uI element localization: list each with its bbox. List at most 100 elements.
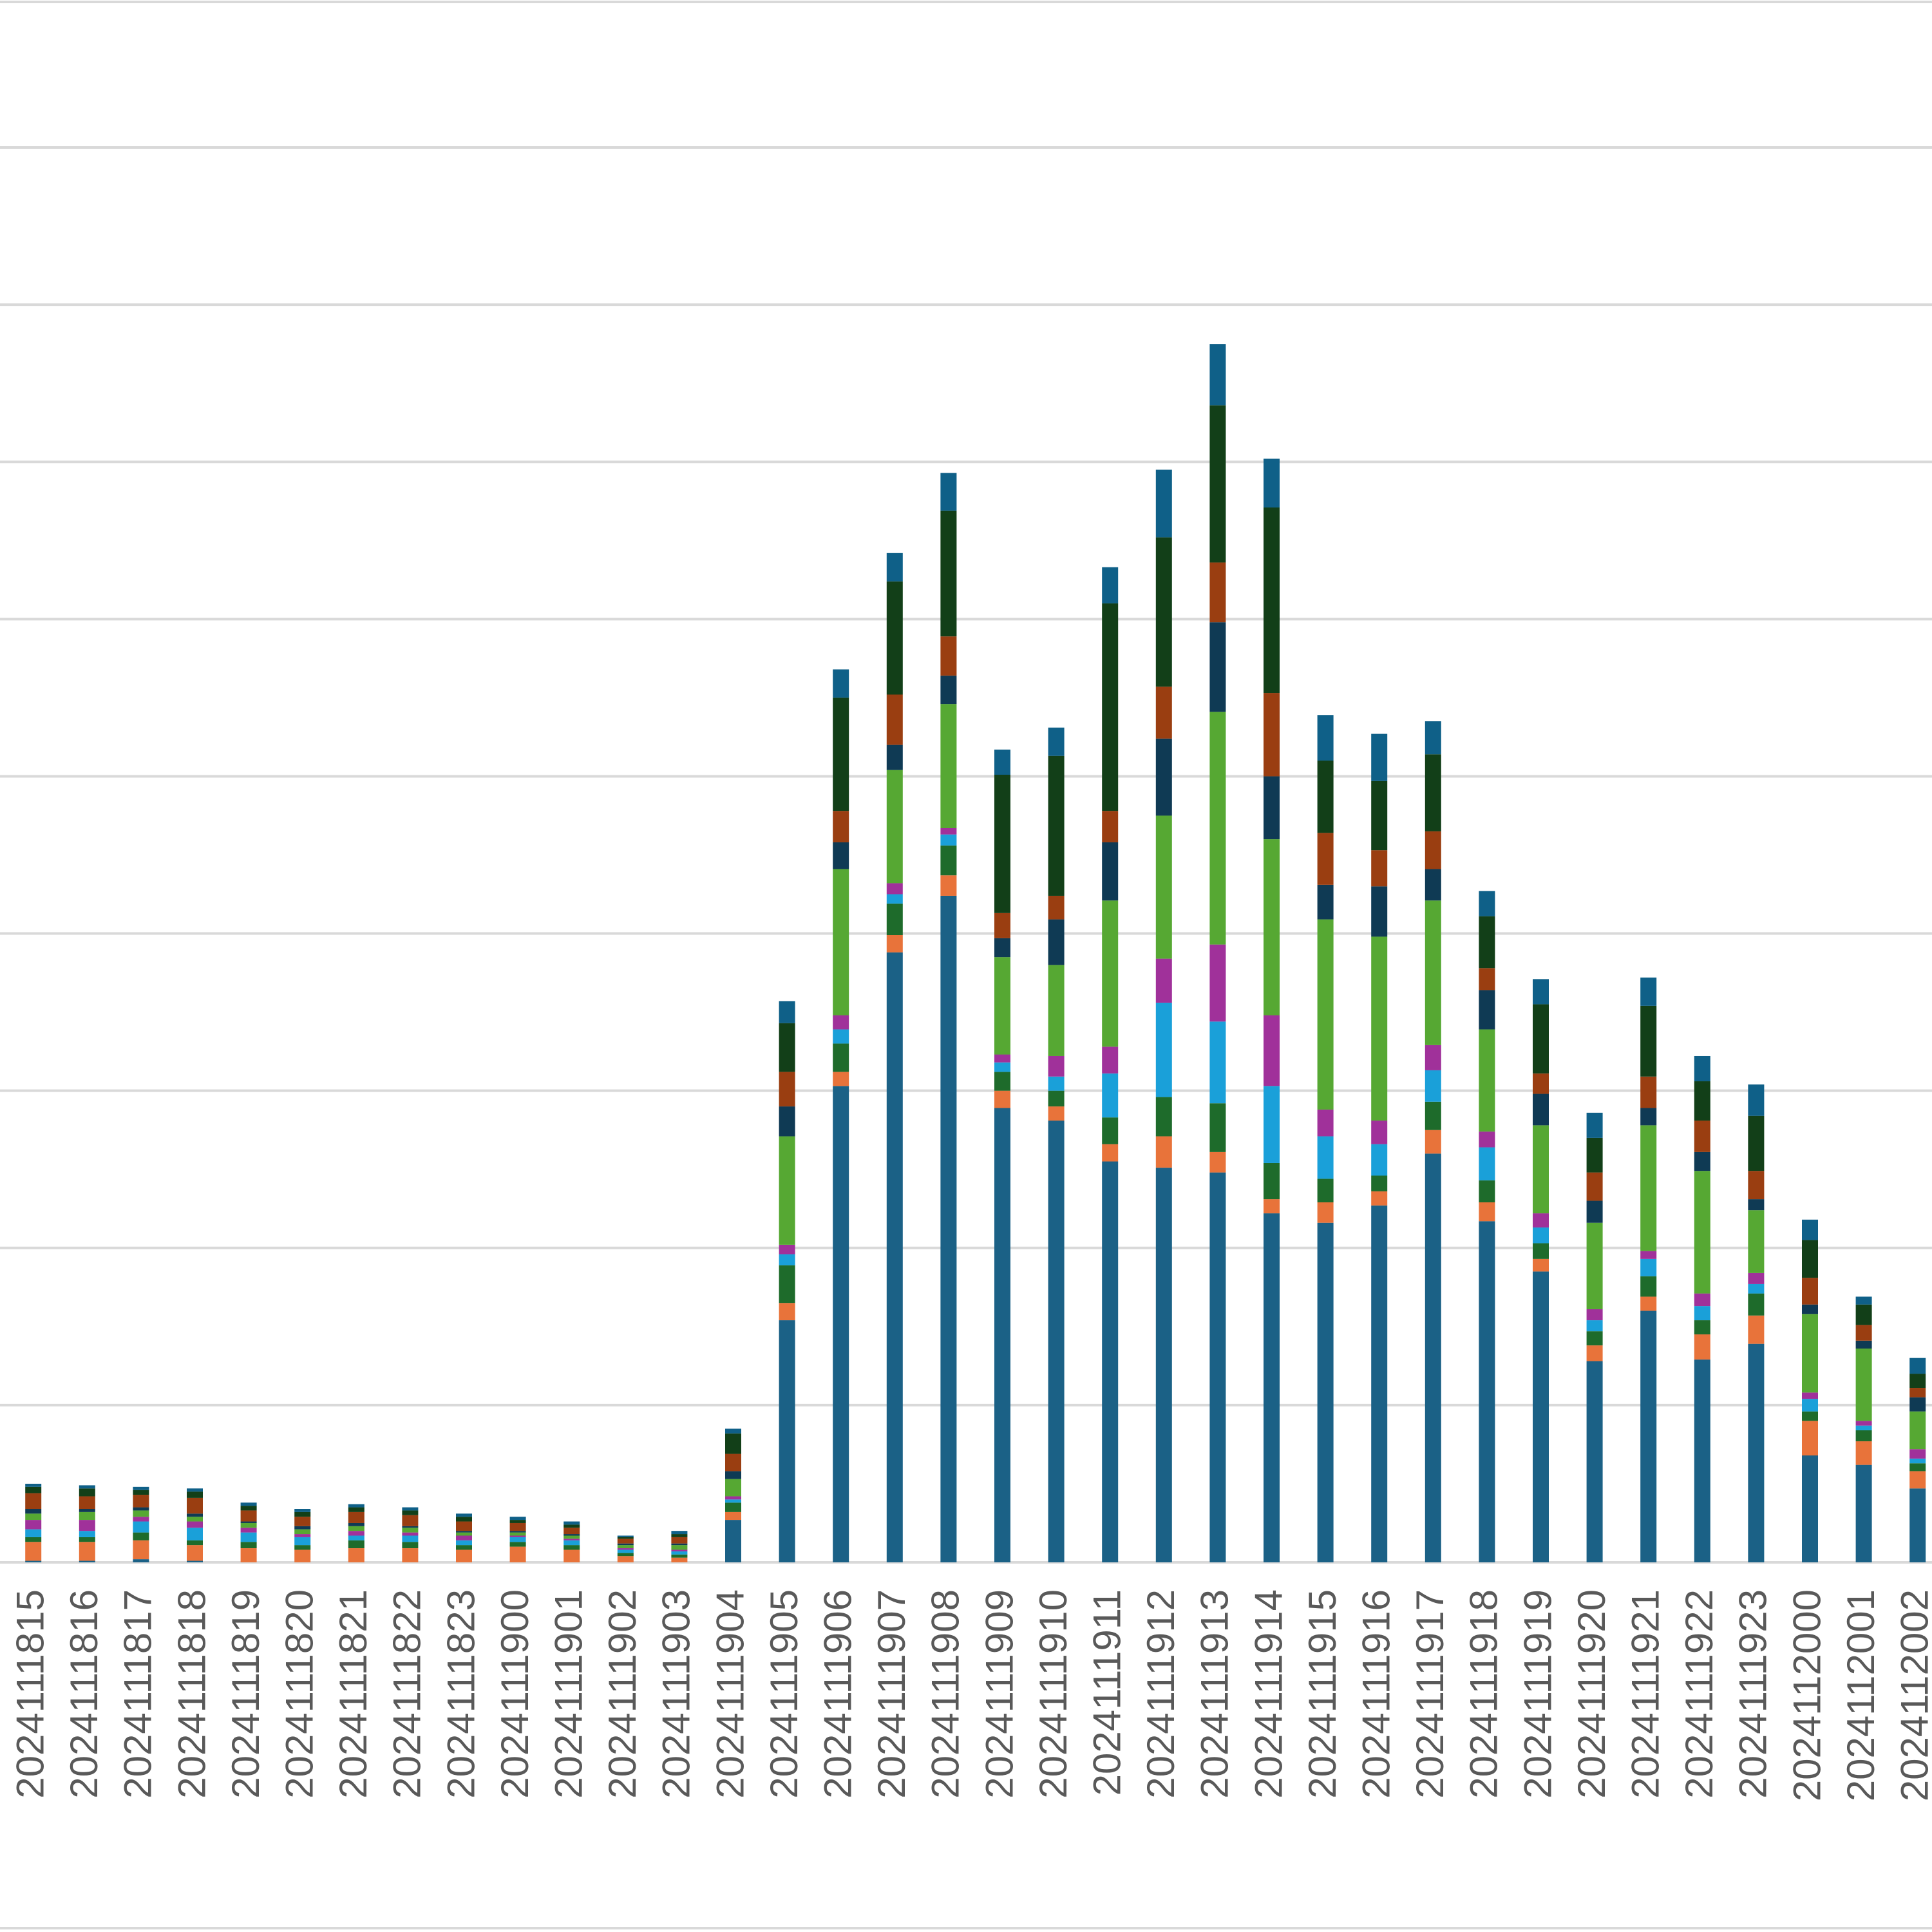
- bar-segment: [1640, 1125, 1657, 1251]
- bar-segment: [1155, 1002, 1172, 1097]
- bar-segment: [25, 1529, 42, 1537]
- bar-segment: [564, 1535, 580, 1539]
- bar-segment: [1533, 1125, 1549, 1214]
- bar-segment: [617, 1537, 634, 1539]
- bar-segment: [1479, 1221, 1495, 1562]
- bar-segment: [456, 1549, 472, 1562]
- bar-segment: [1102, 900, 1119, 1047]
- bar-segment: [994, 749, 1010, 775]
- bar-segment: [1155, 687, 1172, 739]
- bar-segment: [1317, 1136, 1334, 1179]
- bar-segment: [886, 553, 903, 582]
- bar-segment: [1640, 1258, 1657, 1276]
- bar-segment: [1533, 1213, 1549, 1228]
- bar-segment: [1102, 811, 1119, 842]
- bar-segment: [671, 1543, 688, 1546]
- bar-segment: [187, 1513, 203, 1517]
- bar-segment: [1909, 1358, 1926, 1374]
- bar-segment: [509, 1537, 526, 1542]
- bar-segment: [1102, 1117, 1119, 1144]
- bar-segment: [1048, 755, 1065, 896]
- bar-segment: [240, 1521, 257, 1523]
- bar-segment: [456, 1513, 472, 1517]
- bar-segment: [779, 1254, 795, 1265]
- bar-segment: [1748, 1343, 1765, 1562]
- bar-segment: [1155, 1168, 1172, 1562]
- bar-segment: [1909, 1388, 1926, 1397]
- bar-segment: [1855, 1430, 1872, 1442]
- bar-segment: [25, 1537, 42, 1542]
- bar-segment: [133, 1486, 149, 1490]
- x-tick-label: 2024111917: [1408, 1589, 1452, 1799]
- bar-segment: [1533, 1258, 1549, 1272]
- bar-segment: [1748, 1210, 1765, 1273]
- bar-segment: [1748, 1293, 1765, 1316]
- bar-segment: [1264, 1199, 1280, 1214]
- bar-segment: [1048, 1056, 1065, 1077]
- bar-segment: [1102, 1144, 1119, 1162]
- bar-segment: [240, 1542, 257, 1549]
- bar-segment: [25, 1513, 42, 1520]
- bar-segment: [294, 1511, 311, 1517]
- bar-segment: [79, 1537, 95, 1542]
- bar-segment: [940, 845, 957, 876]
- bar-segment: [1371, 1205, 1388, 1562]
- bar-segment: [1317, 1109, 1334, 1137]
- bar-segment: [187, 1492, 203, 1498]
- bar-segment: [1586, 1172, 1603, 1201]
- bar-segment: [779, 1072, 795, 1107]
- bar-segment: [133, 1510, 149, 1517]
- bar-segment: [617, 1556, 634, 1562]
- bar-segment: [456, 1545, 472, 1550]
- bar-segment: [940, 510, 957, 637]
- x-tick-label: 2024111901: [547, 1589, 591, 1799]
- bar-segment: [133, 1521, 149, 1533]
- bar-segment: [1209, 622, 1226, 712]
- x-tick-label: 2024111823: [439, 1589, 482, 1799]
- bar-segment: [1209, 1103, 1226, 1152]
- x-tick-label: 2024111922: [1678, 1589, 1721, 1799]
- bar-segment: [1264, 1086, 1280, 1163]
- bar-segment: [1694, 1359, 1710, 1562]
- bar-segment: [1155, 1097, 1172, 1137]
- bar-segment: [994, 938, 1010, 958]
- bar-segment: [617, 1539, 634, 1544]
- bar-segment: [564, 1534, 580, 1536]
- x-tick-label: 2024111912: [1139, 1589, 1182, 1799]
- bar-segment: [725, 1496, 741, 1500]
- bar-segment: [1317, 884, 1334, 920]
- bar-segment: [1425, 869, 1441, 901]
- bar-segment: [25, 1560, 42, 1562]
- bar-segment: [402, 1507, 419, 1511]
- bar-segment: [1209, 712, 1226, 945]
- bar-segment: [1479, 891, 1495, 916]
- bar-segment: [348, 1522, 365, 1526]
- bar-segment: [1264, 459, 1280, 508]
- bar-segment: [671, 1554, 688, 1558]
- bar-segment: [779, 1265, 795, 1303]
- bar-segment: [1102, 567, 1119, 603]
- x-tick-label: 2024111911: [1086, 1589, 1129, 1795]
- bar-segment: [294, 1517, 311, 1526]
- bar-segment: [294, 1537, 311, 1546]
- bar-segment: [1209, 1151, 1226, 1173]
- bar-segment: [402, 1542, 419, 1549]
- bar-segment: [1425, 1045, 1441, 1070]
- bar-segment: [1317, 1179, 1334, 1202]
- bar-segment: [1425, 754, 1441, 831]
- bar-segment: [617, 1553, 634, 1557]
- bar-segment: [1694, 1293, 1710, 1307]
- bar-segment: [1048, 1106, 1065, 1121]
- bar-segment: [402, 1535, 419, 1542]
- bar-segment: [456, 1532, 472, 1536]
- bar-segment: [1694, 1151, 1710, 1171]
- bar-segment: [509, 1542, 526, 1547]
- bar-segment: [79, 1520, 95, 1531]
- bar-segment: [994, 1062, 1010, 1072]
- bar-segment: [1909, 1374, 1926, 1388]
- bar-segment: [1909, 1411, 1926, 1450]
- bar-segment: [348, 1531, 365, 1536]
- bar-segment: [1533, 1094, 1549, 1126]
